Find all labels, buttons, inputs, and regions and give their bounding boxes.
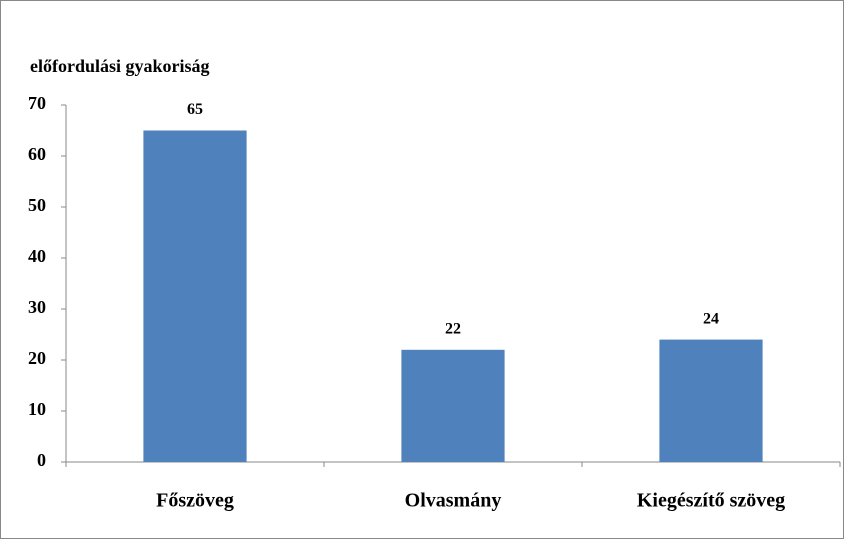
- data-label: 22: [445, 320, 461, 337]
- y-tick-label: 40: [28, 246, 46, 266]
- y-tick-label: 70: [28, 93, 46, 113]
- bar: [143, 130, 247, 462]
- y-axis-label: előfordulási gyakoriság: [30, 56, 210, 76]
- y-tick-label: 50: [28, 195, 46, 215]
- y-tick-label: 20: [28, 348, 46, 368]
- x-tick-label: Olvasmány: [405, 490, 502, 512]
- y-tick-label: 30: [28, 297, 46, 317]
- y-tick-label: 60: [28, 144, 46, 164]
- y-tick-label: 0: [37, 450, 46, 470]
- data-label: 24: [703, 310, 719, 327]
- x-tick-label: Kiegészítő szöveg: [637, 490, 785, 512]
- x-tick-label: Főszöveg: [156, 490, 234, 512]
- bar: [659, 339, 763, 462]
- bar: [401, 349, 505, 462]
- y-tick-label: 10: [28, 399, 46, 419]
- data-label: 65: [187, 101, 203, 118]
